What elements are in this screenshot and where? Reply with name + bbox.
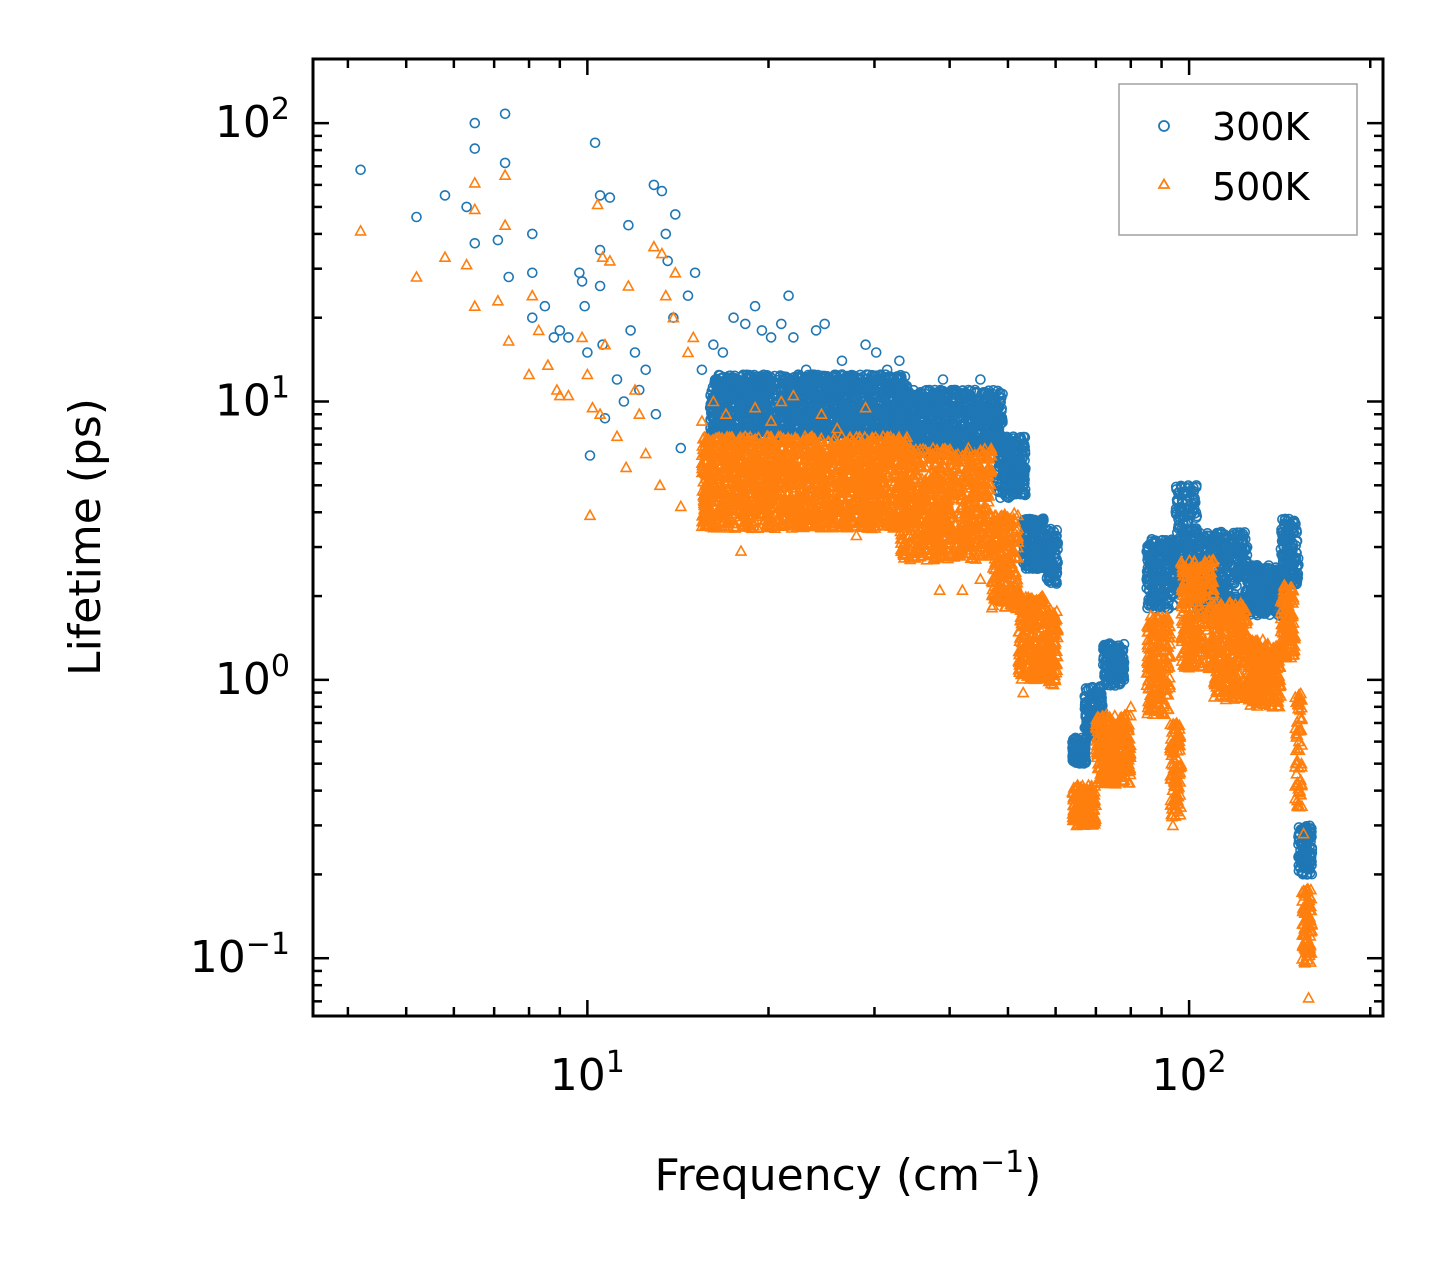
data-points	[354, 108, 1319, 1003]
data-point-300k	[844, 421, 855, 432]
